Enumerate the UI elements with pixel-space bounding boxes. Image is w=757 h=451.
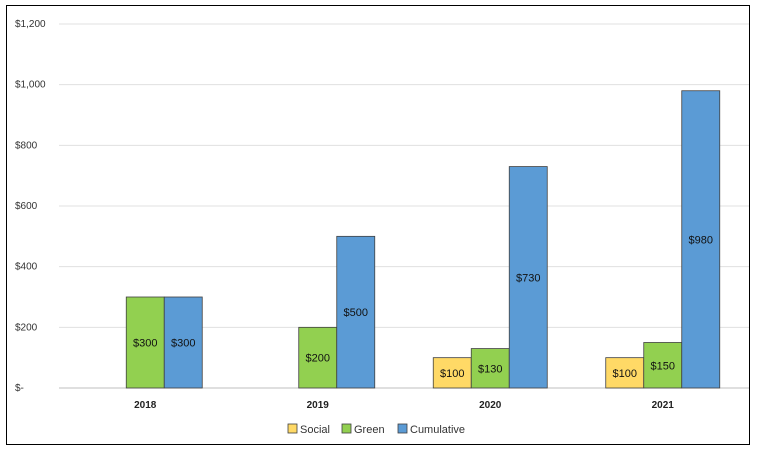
data-label: $300 [171, 338, 195, 350]
y-tick-label: $800 [15, 140, 38, 151]
data-label: $300 [133, 338, 157, 350]
data-label: $500 [344, 307, 368, 319]
data-label: $980 [689, 234, 713, 246]
bars [125, 90, 721, 389]
x-axis-categories: 2018 2019 2020 2021 [134, 400, 674, 411]
bar-green-2021 [643, 342, 683, 389]
y-tick-label: $- [15, 383, 24, 394]
y-tick-label: $600 [15, 201, 38, 212]
legend-label-green: Green [354, 424, 385, 436]
data-label: $730 [516, 272, 540, 284]
y-tick-label: $200 [15, 322, 38, 333]
x-category-label: 2019 [307, 400, 330, 411]
x-category-label: 2021 [652, 400, 675, 411]
y-tick-label: $1,200 [15, 19, 46, 30]
x-category-label: 2018 [134, 400, 157, 411]
y-tick-label: $400 [15, 262, 38, 273]
legend: Social Green Cumulative [287, 423, 465, 436]
legend-swatch-green [341, 423, 352, 434]
data-label: $100 [440, 368, 464, 380]
legend-swatch-social [287, 423, 298, 434]
chart-frame: $- $200 $400 $600 $800 $1,000 $1,200 $300 $300 $… [6, 5, 750, 445]
bar-green-2020 [470, 348, 510, 389]
bar-cumulative-2021 [681, 90, 721, 389]
data-label: $150 [651, 360, 675, 372]
data-label: $130 [478, 363, 502, 375]
y-tick-label: $1,000 [15, 80, 46, 91]
bar-cumulative-2019 [336, 235, 376, 389]
data-labels: $300 $300 $200 $500 $100 $130 $730 $100 $150 $980 [133, 234, 713, 379]
bar-cumulative-2018 [163, 296, 203, 389]
data-label: $200 [306, 353, 330, 365]
x-category-label: 2020 [479, 400, 502, 411]
bar-cumulative-2020 [508, 166, 548, 389]
legend-label-social: Social [300, 424, 330, 436]
bar-social-2020 [432, 357, 472, 389]
data-label: $100 [613, 368, 637, 380]
bar-green-2019 [298, 326, 338, 389]
y-axis-ticks: $- $200 $400 $600 $800 $1,000 $1,200 [15, 19, 46, 394]
bar-green-2018 [125, 296, 165, 389]
legend-swatch-cumulative [397, 423, 408, 434]
legend-label-cumulative: Cumulative [410, 424, 465, 436]
bar-chart: $-$200$400$600$800$1,000$1,200 $300 $300$… [15, 19, 749, 436]
